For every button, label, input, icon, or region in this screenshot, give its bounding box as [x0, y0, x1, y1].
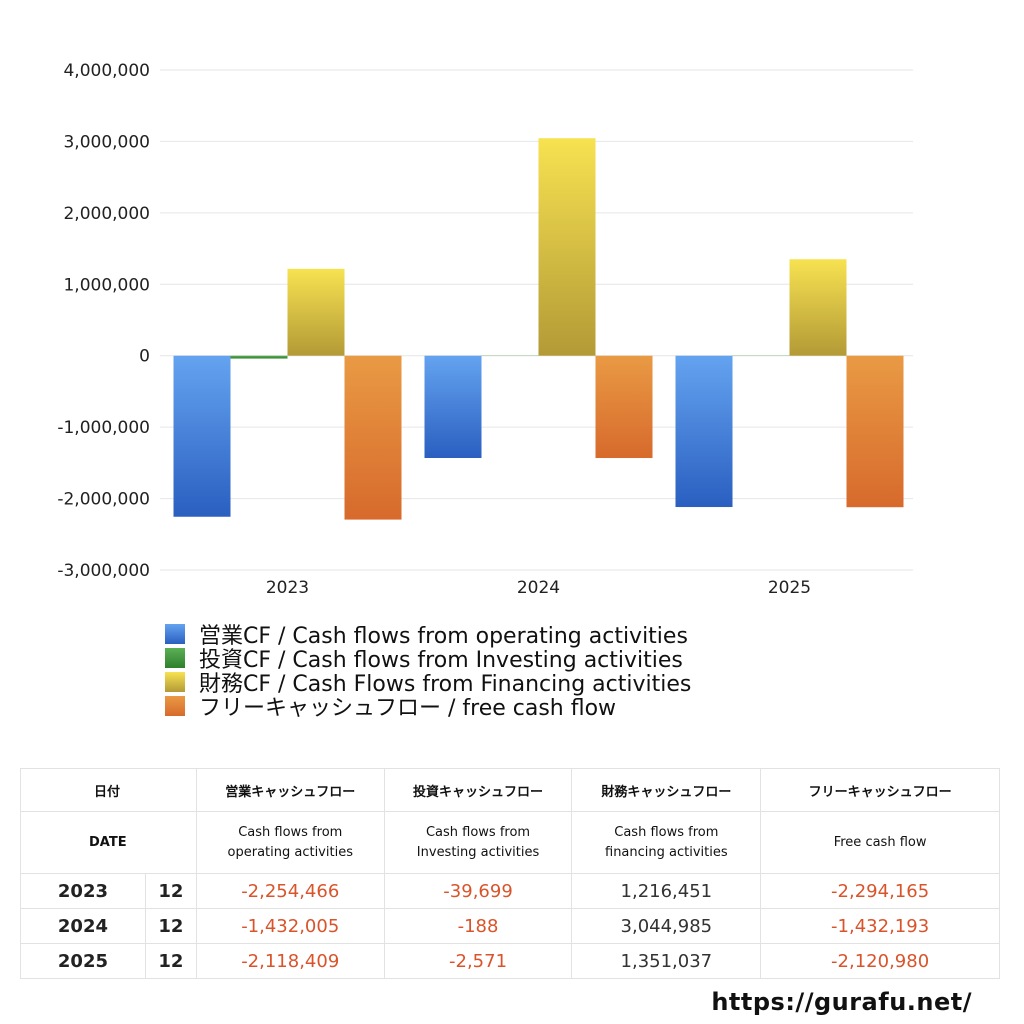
subheader-investing-line2: Investing activities: [416, 844, 540, 860]
subheader-operating-line1: Cash flows from: [238, 824, 343, 840]
row-operating: -1,432,005: [195, 908, 385, 944]
legend-swatch-operating: [165, 624, 185, 644]
y-tick-label: 2,000,000: [63, 204, 150, 224]
x-tick-label: 2024: [517, 578, 560, 598]
header-investing: 投資キャッシュフロー: [384, 768, 573, 812]
legend-swatch-free: [165, 696, 185, 716]
row-operating: -2,118,409: [195, 943, 385, 979]
row-financing: 1,216,451: [571, 873, 762, 909]
subheader-financing: Cash flows from financing activities: [571, 811, 762, 874]
bar: [789, 259, 847, 356]
subheader-financing-line2: financing activities: [605, 844, 728, 860]
header-financing: 財務キャッシュフロー: [571, 768, 762, 812]
legend-item-investing: 投資CF / Cash flows from Investing activit…: [165, 646, 691, 673]
legend-label-investing: 投資CF / Cash flows from Investing activit…: [199, 648, 683, 673]
row-investing: -39,699: [383, 873, 573, 909]
table-subheader-row: DATE Cash flows from operating activitie…: [20, 811, 1000, 874]
row-operating: -2,254,466: [195, 873, 385, 909]
row-investing: -2,571: [383, 943, 573, 979]
subheader-operating-line2: operating activities: [227, 844, 353, 860]
subheader-date: DATE: [20, 811, 197, 874]
header-operating: 営業キャッシュフロー: [196, 768, 385, 812]
bar: [846, 355, 904, 508]
table-header-row: 日付 営業キャッシュフロー 投資キャッシュフロー 財務キャッシュフロー フリーキ…: [20, 768, 1000, 812]
y-tick-label: 1,000,000: [63, 275, 150, 295]
legend-label-financing: 財務CF / Cash Flows from Financing activit…: [199, 672, 692, 697]
table-row: 2025 12 -2,118,409 -2,571 1,351,037 -2,1…: [20, 943, 1000, 979]
legend-label-operating: 営業CF / Cash flows from operating activit…: [199, 624, 688, 649]
row-year: 2024: [20, 908, 146, 944]
row-financing: 3,044,985: [571, 908, 762, 944]
row-free: -2,294,165: [760, 873, 1000, 909]
row-year: 2025: [20, 943, 146, 979]
subheader-investing-line1: Cash flows from: [425, 824, 531, 840]
legend-label-free: フリーキャッシュフロー / free cash flow: [199, 696, 617, 721]
y-tick-label: 0: [139, 347, 150, 367]
cash-flow-chart: 4,000,000 3,000,000 2,000,000 1,000,000 0 -1,…: [57, 61, 913, 598]
bars: [173, 138, 904, 520]
table-row: 2024 12 -1,432,005 -188 3,044,985 -1,432…: [20, 908, 1000, 944]
subheader-financing-line1: Cash flows from: [614, 824, 719, 840]
y-tick-label: -1,000,000: [57, 418, 150, 438]
x-tick-label: 2023: [266, 578, 309, 598]
subheader-investing: Cash flows from Investing activities: [384, 811, 573, 874]
legend-swatch-investing: [165, 648, 185, 668]
legend-swatch-financing: [165, 672, 185, 692]
cash-flow-table: 日付 営業キャッシュフロー 投資キャッシュフロー 財務キャッシュフロー フリーキ…: [20, 768, 1000, 979]
bar: [538, 138, 596, 356]
y-tick-label: 3,000,000: [63, 132, 150, 152]
bar: [230, 355, 288, 359]
bar: [595, 355, 653, 459]
legend-item-financing: 財務CF / Cash Flows from Financing activit…: [165, 670, 691, 697]
site-url: https://gurafu.net/: [711, 988, 972, 1016]
bar: [344, 355, 402, 520]
bar: [675, 355, 733, 508]
row-month: 12: [144, 873, 197, 909]
row-month: 12: [144, 943, 197, 979]
bar: [173, 355, 231, 517]
legend-item-operating: 営業CF / Cash flows from operating activit…: [165, 622, 691, 649]
row-year: 2023: [20, 873, 146, 909]
bar: [287, 268, 345, 356]
legend-item-free: フリーキャッシュフロー / free cash flow: [165, 694, 691, 721]
y-tick-label: -3,000,000: [57, 561, 150, 581]
axis-labels: 4,000,000 3,000,000 2,000,000 1,000,000 0 -1,…: [57, 61, 811, 598]
subheader-operating: Cash flows from operating activities: [196, 811, 385, 874]
header-date: 日付: [20, 768, 197, 812]
row-investing: -188: [383, 908, 573, 944]
row-free: -1,432,193: [760, 908, 1000, 944]
chart-legend: 営業CF / Cash flows from operating activit…: [165, 622, 691, 721]
header-free: フリーキャッシュフロー: [760, 768, 1000, 812]
bar: [424, 355, 482, 459]
x-tick-label: 2025: [768, 578, 811, 598]
subheader-free: Free cash flow: [760, 811, 1000, 874]
row-free: -2,120,980: [760, 943, 1000, 979]
y-tick-label: -2,000,000: [57, 490, 150, 510]
y-tick-label: 4,000,000: [63, 61, 150, 81]
row-financing: 1,351,037: [571, 943, 762, 979]
row-month: 12: [144, 908, 197, 944]
table-row: 2023 12 -2,254,466 -39,699 1,216,451 -2,…: [20, 873, 1000, 909]
